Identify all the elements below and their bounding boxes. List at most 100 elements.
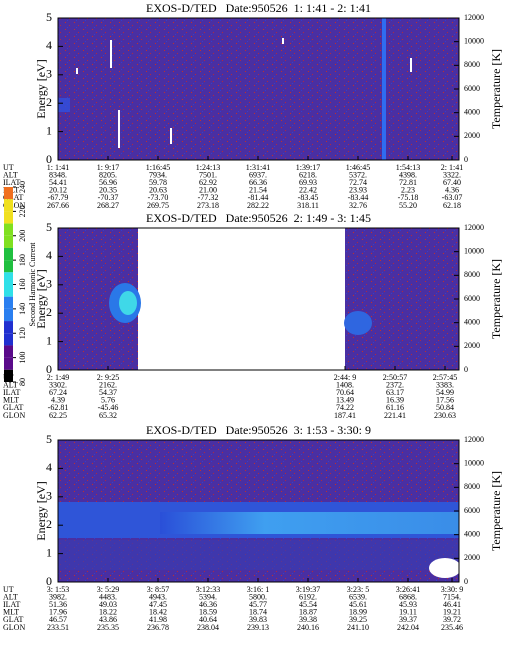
table-cell: 45.61 (349, 600, 367, 609)
y-tick-label: 2 (46, 305, 52, 319)
table-cell: 236.78 (147, 623, 169, 632)
table-cell: 241.10 (347, 623, 369, 632)
table-cell: 6539. (349, 592, 367, 601)
table-cell: 20.63 (149, 186, 167, 195)
table-cell: 40.64 (199, 615, 217, 624)
table-row-label: ALT (3, 592, 18, 601)
y2-tick-label: 12000 (464, 435, 484, 444)
table-cell: 72.74 (349, 178, 367, 187)
colorbar-segment (4, 187, 13, 200)
table-row-label: GLON (3, 623, 25, 632)
y2-tick-label: 0 (464, 577, 468, 586)
y-tick-label: 2 (46, 95, 52, 109)
table-cell: 7934. (149, 170, 167, 179)
table-cell: 1408. (336, 380, 354, 389)
table-cell: -45.46 (98, 403, 119, 412)
table-cell: 20.12 (49, 186, 67, 195)
table-cell: 72.81 (399, 178, 417, 187)
y2-tick-label: 4000 (464, 529, 480, 538)
y-axis-label: Energy [eV] (34, 269, 48, 328)
table-cell: 45.54 (299, 600, 317, 609)
table-cell: 21.54 (249, 186, 267, 195)
table-cell: 3: 5:29 (97, 585, 119, 594)
table-cell: 3322. (443, 170, 461, 179)
chart-title: EXOS-D/TED Date:950526 3: 1:53 - 3:30: 9 (146, 423, 371, 437)
table-cell: 16.39 (386, 396, 404, 405)
table-cell: 2:50:57 (383, 373, 407, 382)
table-cell: -67.79 (48, 193, 69, 202)
table-cell: 1:24:13 (196, 163, 220, 172)
table-cell: 3982. (49, 592, 67, 601)
y-axis-label: Energy [eV] (34, 59, 48, 118)
table-cell: 62.25 (49, 411, 67, 420)
table-cell: 21.00 (199, 186, 217, 195)
table-cell: 3302. (49, 380, 67, 389)
table-cell: 273.18 (197, 201, 219, 210)
table-cell: 5372. (349, 170, 367, 179)
table-cell: 2: 1:41 (441, 163, 463, 172)
table-cell: 20.35 (99, 186, 117, 195)
y-tick-label: 4 (46, 460, 52, 474)
table-cell: 6937. (249, 170, 267, 179)
feature (58, 540, 459, 570)
table-cell: 221.41 (384, 411, 406, 420)
table-cell: -62.81 (48, 403, 69, 412)
colorbar-tick-label: 220 (18, 205, 27, 217)
table-cell: 39.83 (249, 615, 267, 624)
colorbar-segment (4, 369, 13, 382)
y2-axis-label: Temperature [K] (489, 471, 503, 551)
y-tick-label: 0 (46, 574, 52, 588)
colorbar-segment (4, 260, 13, 273)
table-row-label: GLON (3, 411, 25, 420)
table-cell: 187.41 (334, 411, 356, 420)
colorbar-segment (4, 211, 13, 224)
y2-tick-label: 4000 (464, 107, 480, 116)
y2-tick-label: 12000 (464, 223, 484, 232)
colorbar-segment (4, 333, 13, 346)
y2-tick-label: 6000 (464, 84, 480, 93)
colorbar-segment (4, 357, 13, 370)
y-tick-label: 2 (46, 517, 52, 531)
table-cell: 66.36 (249, 178, 267, 187)
table-cell: 65.32 (99, 411, 117, 420)
y-tick-label: 3 (46, 277, 52, 291)
table-cell: 1:54:13 (396, 163, 420, 172)
table-cell: 7501. (199, 170, 217, 179)
table-cell: 2:44: 9 (334, 373, 356, 382)
table-cell: 54.99 (436, 388, 454, 397)
table-cell: 1: 1:41 (47, 163, 69, 172)
table-cell: 17.96 (49, 608, 67, 617)
table-row-label: ALT (3, 170, 18, 179)
table-cell: 1:46:45 (346, 163, 370, 172)
y2-tick-label: 2000 (464, 341, 480, 350)
table-cell: 3: 8:57 (147, 585, 169, 594)
feature (170, 128, 172, 144)
table-cell: 22.42 (299, 186, 317, 195)
table-cell: 2.23 (401, 186, 415, 195)
table-cell: 1:39:17 (296, 163, 320, 172)
feature (58, 98, 70, 112)
colorbar-segment (4, 321, 13, 334)
table-cell: 49.03 (99, 600, 117, 609)
table-cell: 5.76 (101, 396, 115, 405)
colorbar-segment (4, 272, 13, 285)
table-cell: 74.22 (336, 403, 354, 412)
table-cell: 2162. (99, 380, 117, 389)
colorbar-segment (4, 296, 13, 309)
y2-tick-label: 8000 (464, 270, 480, 279)
table-cell: 4943. (149, 592, 167, 601)
y-tick-label: 3 (46, 489, 52, 503)
table-cell: 4.39 (51, 396, 65, 405)
feature (110, 40, 112, 68)
table-cell: -70.37 (98, 193, 119, 202)
table-cell: 239.13 (247, 623, 269, 632)
feature (160, 512, 459, 534)
colorbar-segment (4, 247, 13, 261)
table-cell: 18.87 (299, 608, 317, 617)
table-cell: 19.11 (399, 608, 417, 617)
y2-tick-label: 10000 (464, 36, 484, 45)
table-cell: 3:30: 9 (441, 585, 463, 594)
table-cell: 3:12:33 (196, 585, 220, 594)
table-cell: 3:26:41 (396, 585, 420, 594)
